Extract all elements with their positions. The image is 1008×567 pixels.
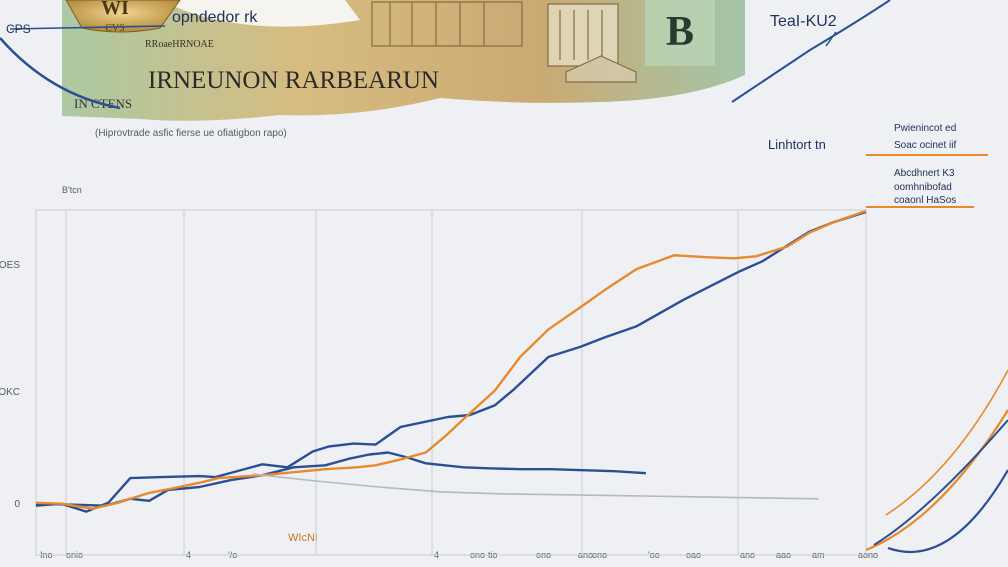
- legend-entry: oomhnibofad: [894, 182, 952, 193]
- chart-subtitle: (Hiprovtrade asfic fierse ue ofiatigbon …: [95, 128, 287, 139]
- y-tick-label: 1OKC: [0, 387, 20, 398]
- legend: Pwienincot ed Soac ocinet iif Abcdhnert K3…: [894, 123, 956, 206]
- series-line-blue-0: [35, 210, 867, 513]
- letter-badge: B: [645, 0, 715, 66]
- banner-letter: B: [666, 9, 694, 55]
- top-left-curve: [0, 37, 121, 110]
- coin-icon: WI CVS: [65, 0, 181, 34]
- top-left-rule: [9, 25, 166, 30]
- top-right-curve: [731, 0, 891, 103]
- right-orange-curve-a: [885, 369, 1008, 516]
- coin-text: WI: [101, 0, 129, 19]
- legend-entry: coaonl HaSos: [894, 195, 956, 206]
- y-tick-label: 1OES: [0, 260, 20, 271]
- series-line-blue-1: [35, 451, 646, 507]
- x-tick-label: aono: [858, 550, 878, 560]
- coin-subtext: CVS: [105, 23, 124, 34]
- banner-small-caption: RRoaeHRNOAE: [145, 39, 214, 50]
- grid-lines: [35, 209, 867, 556]
- right-blue-curve-a: [873, 419, 1008, 546]
- banner-heading: opndedor rk: [172, 9, 258, 26]
- banner-title: IRNEUNON RARBEARUN: [148, 67, 439, 94]
- series-line-gray-3: [252, 473, 819, 500]
- legend-entry: Abcdhnert K3: [894, 168, 955, 179]
- top-right-tick: [825, 31, 837, 47]
- plot-frame: [35, 209, 867, 556]
- center-label: WIcNI: [288, 532, 318, 544]
- right-orange-curve-b: [865, 409, 1008, 552]
- y-tick-labels: 1OES 1OKC 0: [0, 260, 20, 510]
- banknote-illustration: B WI CVS opndedor rk RRoaeHRNOAE IRNEUNO…: [62, 0, 745, 121]
- building-icon: [371, 1, 637, 83]
- data-series: [35, 209, 867, 513]
- y-axis-label: B'tcn: [62, 185, 82, 195]
- series-label: Linhtort tn: [768, 137, 826, 152]
- right-blue-curve-b: [887, 469, 1008, 553]
- legend-entry: Soac ocinet iif: [894, 140, 956, 151]
- series-line-orange-2: [35, 209, 867, 510]
- header-right-label: TeaI-KU2: [770, 13, 837, 30]
- legend-entry: Pwienincot ed: [894, 123, 956, 134]
- header-left-label: CPS: [6, 22, 31, 36]
- y-tick-label: 0: [14, 499, 20, 510]
